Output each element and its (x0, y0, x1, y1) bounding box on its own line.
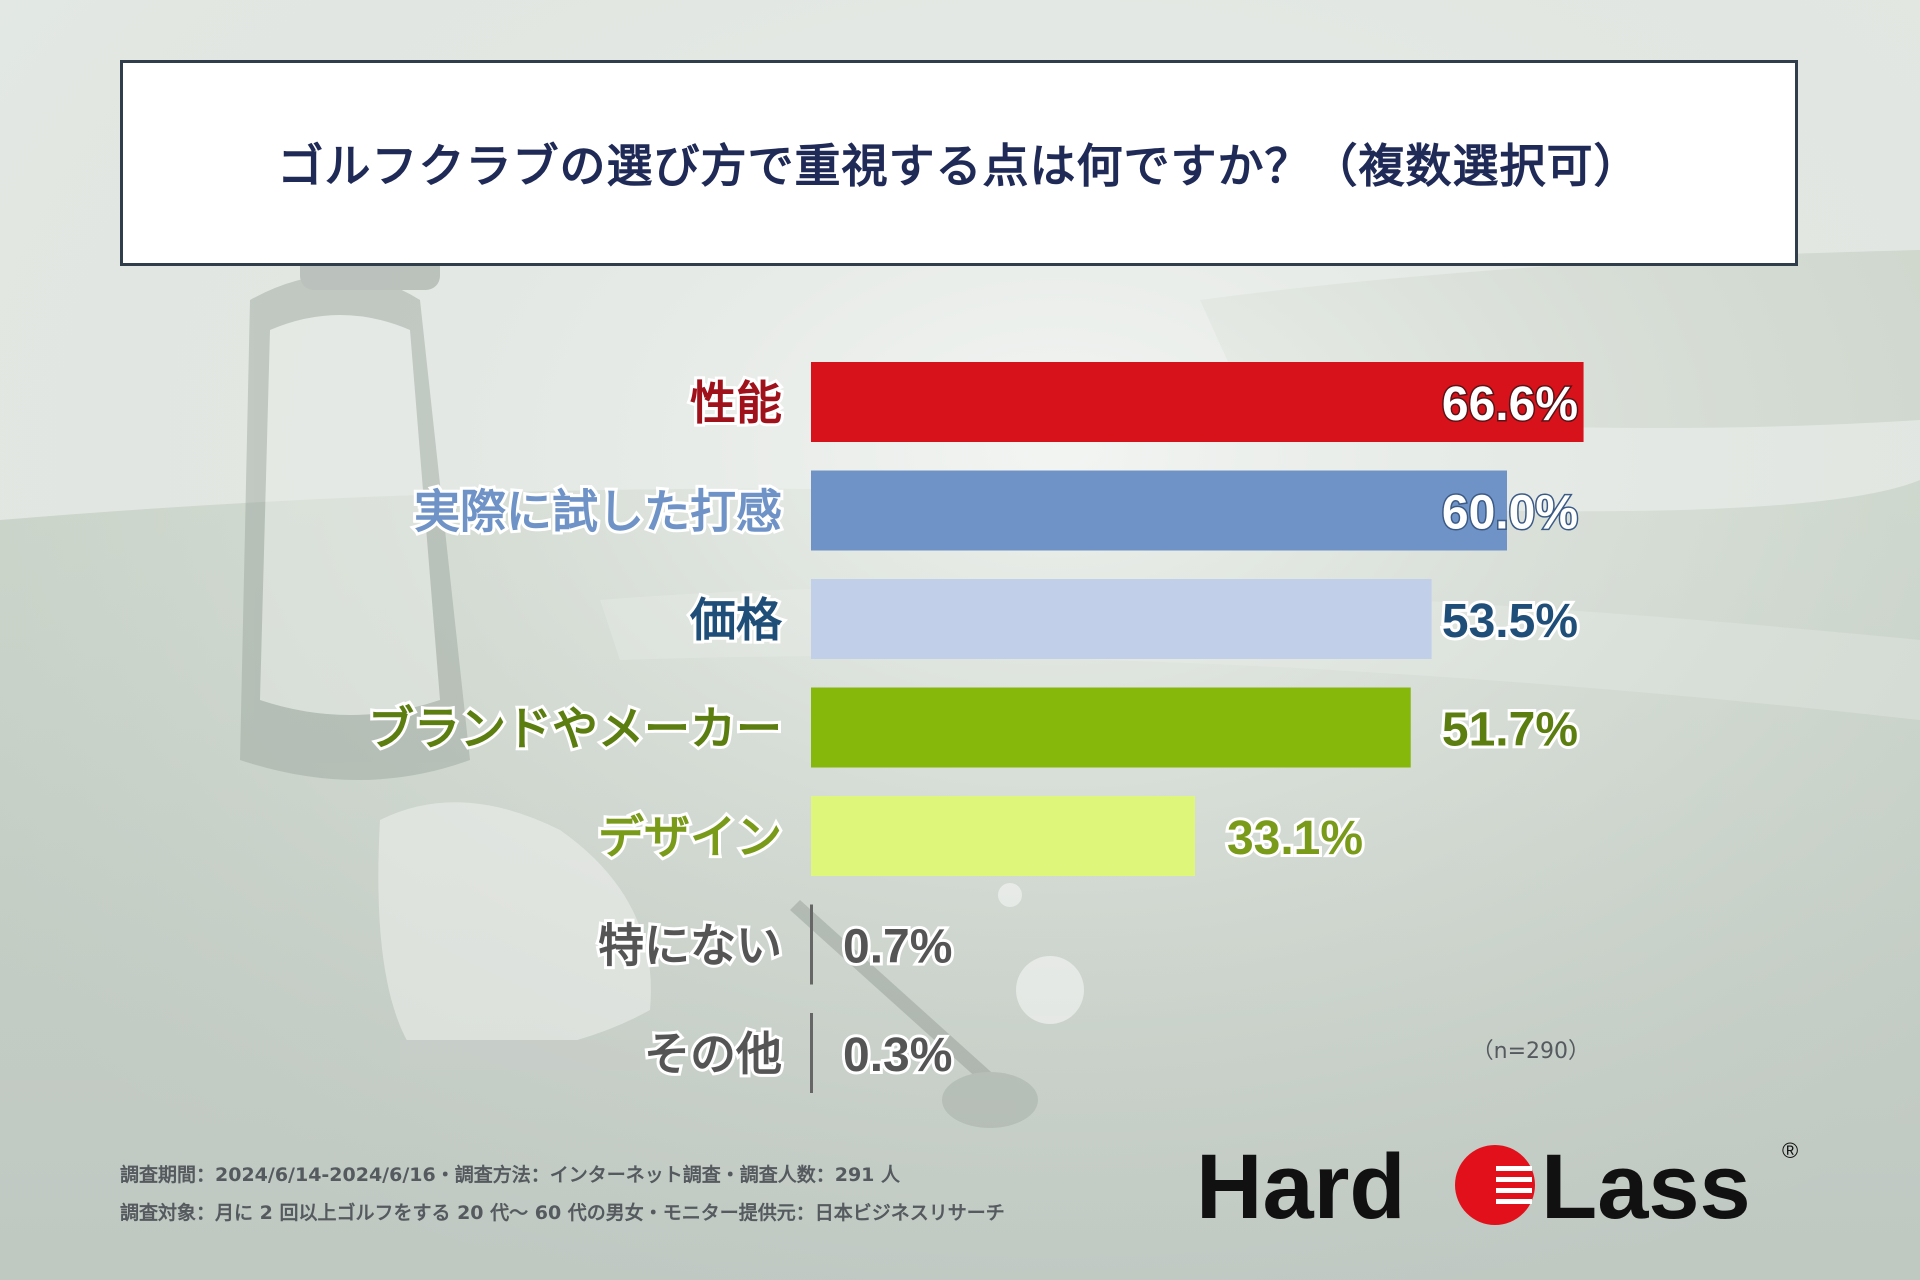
page-title: ゴルフクラブの選び方で重視する点は何ですか？（複数選択可） (277, 139, 1641, 193)
value-label-6: 0.7% (843, 921, 952, 974)
title-box: ゴルフクラブの選び方で重視する点は何ですか？（複数選択可） (120, 60, 1798, 266)
category-label-4: ブランドやメーカー (368, 702, 782, 756)
bar-3 (811, 579, 1432, 659)
value-label-1: 66.6% (1442, 378, 1578, 431)
bar-5 (811, 796, 1195, 876)
golf-shoe-icon (378, 802, 651, 1070)
bar-4 (811, 687, 1411, 768)
value-label-4: 51.7% (1442, 704, 1578, 757)
logo-text-right: Lass (1541, 1136, 1751, 1238)
logo-red-circle-icon (1455, 1145, 1535, 1225)
golf-bag-icon (240, 230, 470, 780)
golf-ball-icon (998, 883, 1084, 1024)
value-label-3: 53.5% (1442, 595, 1578, 648)
logo-registered-mark: ® (1782, 1138, 1798, 1163)
category-label-6: 特にない (598, 919, 782, 973)
bar-2 (811, 470, 1507, 551)
category-label-7: その他 (644, 1027, 782, 1081)
category-label-5: デザイン (598, 810, 782, 864)
category-label-2: 実際に試した打感 (414, 485, 782, 539)
value-label-7: 0.3% (843, 1029, 952, 1082)
hardlass-logo: Hard Lass ® (1196, 1136, 1798, 1238)
sample-size-label: （n=290） (1472, 1039, 1590, 1064)
survey-footnote-target: 調査対象：月に 2 回以上ゴルフをする 20 代〜 60 代の男女・モニター提供… (120, 1202, 1005, 1224)
bar-7 (810, 1013, 813, 1093)
survey-footnote-period: 調査期間：2024/6/14-2024/6/16・調査方法：インターネット調査・… (120, 1164, 901, 1186)
value-label-5: 33.1% (1227, 812, 1363, 865)
category-label-3: 価格 (689, 593, 783, 647)
bar-6 (810, 904, 813, 985)
logo-text-left: Hard (1196, 1136, 1406, 1238)
golf-club-icon (790, 900, 1038, 1128)
category-label-1: 性能 (690, 376, 782, 430)
bar-1 (811, 362, 1584, 442)
value-label-2: 60.0% (1442, 487, 1578, 540)
